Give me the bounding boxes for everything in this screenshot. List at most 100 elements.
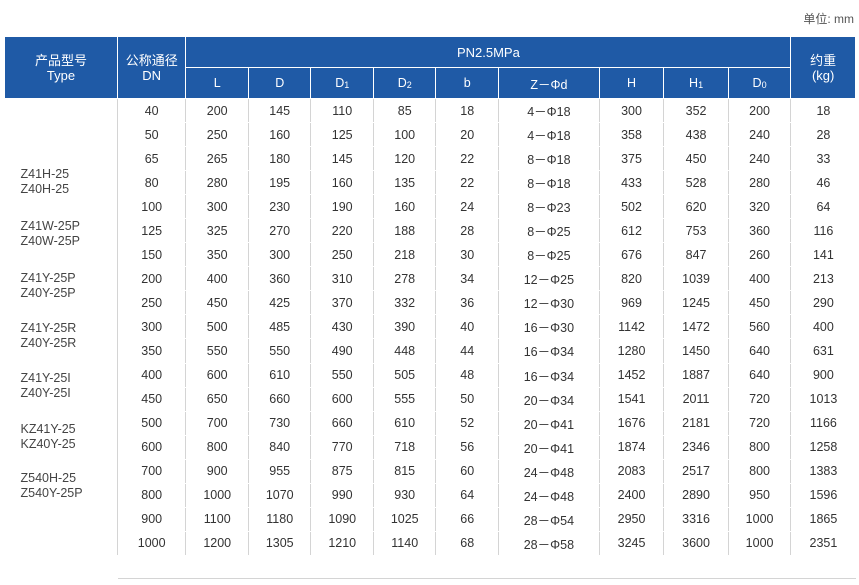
table-cell: 1245 [663,290,729,316]
column-header-label: D [752,76,762,90]
table-cell: 555 [373,387,437,412]
table-cell: 1100 [185,507,249,532]
table-cell: 600 [185,363,249,388]
table-cell: 650 [185,387,249,412]
table-cell: 3600 [663,531,729,557]
table-cell: 640 [728,363,792,388]
table-cell: 40 [435,314,499,340]
column-header-subscript: 1 [698,80,704,90]
table-cell: 141 [790,242,856,268]
table-cell: 770 [310,435,374,460]
table-cell: 60 [435,459,499,484]
table-cell: 1090 [310,507,374,532]
table-cell: 160 [310,170,374,196]
table-cell: 195 [248,170,312,196]
table-row: 500 700 730 660 610 52 20－Φ41 1676 2181 720 1166 [5,411,856,436]
table-cell: 753 [663,218,729,244]
table-cell: 1541 [599,387,665,412]
table-cell: 12－Φ25 [498,266,600,292]
type-model: Z40W-25P [20,234,81,248]
table-cell: 1070 [248,483,312,508]
table-cell: 30 [435,242,499,268]
table-cell: 200 [117,266,187,292]
table-cell: 425 [248,290,312,316]
column-header: D2 [372,67,437,99]
type-group: Z41H-25 Z40H-25 [21,167,70,197]
table-cell: 700 [117,459,187,484]
table-cell: 125 [117,218,187,244]
column-header: H1 [663,67,729,99]
table-row: 900 1100 1180 1090 1025 66 28－Φ54 2950 3316 1000 1… [5,507,856,532]
table-cell: 3316 [663,507,729,532]
table-cell: 28 [435,218,499,244]
table-cell: 240 [728,122,792,148]
table-cell: 358 [599,122,665,148]
table-row: 80 280 195 160 135 22 8－Φ18 433 528 280 46 [5,170,856,196]
table-row: 250 450 425 370 332 36 12－Φ30 969 1245 450 290 [5,290,856,316]
column-header-subscript: 2 [406,80,412,90]
table-cell: 20 [435,122,499,148]
table-cell: 16－Φ34 [498,363,600,388]
column-header: Z－Φd [497,67,600,99]
table-cell: 116 [790,218,856,244]
table-cell: 400 [117,363,187,388]
table-cell: 360 [728,218,792,244]
type-group: Z41W-25P Z40W-25P [21,219,81,249]
type-model: Z40Y-25R [20,336,77,350]
table-cell: 660 [248,387,312,412]
table-cell: 815 [373,459,437,484]
column-header-label: D [275,76,285,90]
type-model: Z41Y-25P [20,271,76,285]
table-cell: 490 [310,338,374,364]
table-cell: 188 [373,218,437,244]
table-cell: 1210 [310,531,374,557]
table-cell: 352 [663,98,729,124]
header-dn-en: DN [142,67,162,83]
column-header-label: L [213,76,221,90]
table-cell: 300 [185,194,249,220]
column-header-subscript: 0 [761,80,767,90]
table-cell: 800 [117,483,187,508]
column-header-label: D [397,76,407,90]
table-cell: 720 [728,387,792,412]
table-cell: 550 [310,363,374,388]
table-cell: 450 [728,290,792,316]
table-cell: 320 [728,194,792,220]
table-cell: 145 [248,98,312,124]
table-cell: 85 [373,98,437,124]
table-cell: 840 [248,435,312,460]
table-cell: 718 [373,435,437,460]
type-model: Z40Y-25P [20,286,76,300]
table-cell: 1887 [663,363,729,388]
table-cell: 560 [728,314,792,340]
table-row: 600 800 840 770 718 56 20－Φ41 1874 2346 800 1258 [5,435,856,460]
header-weight-cn: 约重 [810,52,837,68]
table-cell: 900 [185,459,249,484]
spec-table: 产品型号 Type 公称通径 DN PN2.5MPa 约重 (kg) L D D1 D… [4,36,856,557]
table-cell: 200 [728,98,792,124]
column-header: D0 [727,67,792,99]
table-cell: 847 [663,242,729,268]
table-cell: 220 [310,218,374,244]
table-cell: 730 [248,411,312,436]
table-cell: 200 [185,98,249,124]
table-cell: 600 [117,435,187,460]
table-row: 150 350 300 250 218 30 8－Φ25 676 847 260 141 [5,242,856,268]
table-cell: 64 [790,194,856,220]
type-group: Z41Y-25I Z40Y-25I [21,371,71,401]
table-cell: 955 [248,459,312,484]
table-cell: 631 [790,338,856,364]
table-cell: 2083 [599,459,665,484]
column-header: L [185,67,249,99]
type-model: Z540H-25 [20,471,77,485]
table-cell: 620 [663,194,729,220]
table-cell: 230 [248,194,312,220]
table-cell: 1305 [248,531,312,557]
table-cell: 350 [117,338,187,364]
table-cell: 612 [599,218,665,244]
table-cell: 676 [599,242,665,268]
table-cell: 120 [373,146,437,172]
table-cell: 1142 [599,314,665,340]
table-bottom-line [118,578,856,579]
table-cell: 280 [728,170,792,196]
